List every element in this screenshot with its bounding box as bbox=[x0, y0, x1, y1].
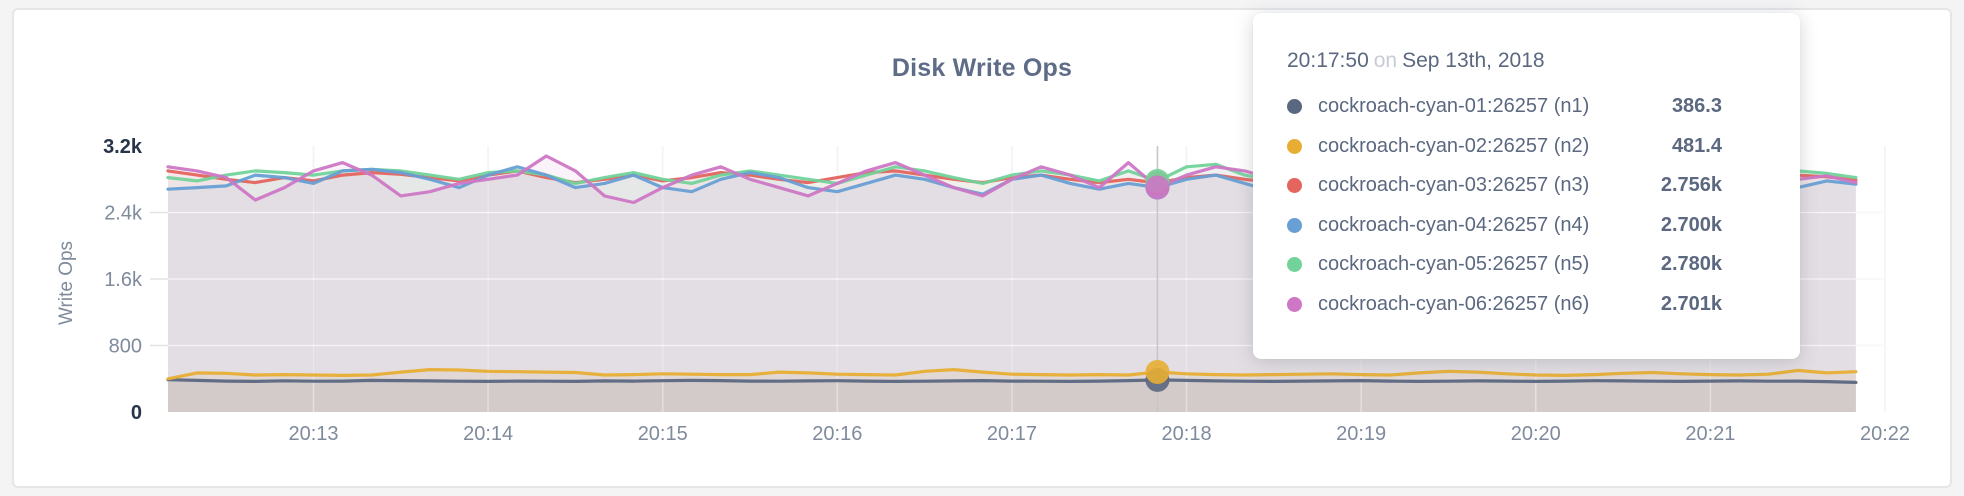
tooltip-row: cockroach-cyan-04:26257 (n4) 2.700k bbox=[1287, 206, 1800, 246]
hover-layer bbox=[1145, 146, 1170, 412]
tooltip-conjunction: on bbox=[1373, 49, 1398, 72]
series-line-n2 bbox=[166, 368, 1858, 381]
tooltip-time: 20:17:50 bbox=[1287, 49, 1369, 72]
tooltip-series-label: cockroach-cyan-02:26257 (n2) bbox=[1318, 134, 1590, 157]
hover-dot-n2 bbox=[1145, 360, 1170, 385]
tooltip-series-value: 386.3 bbox=[1671, 95, 1722, 118]
tooltip-row: cockroach-cyan-06:26257 (n6) 2.701k bbox=[1287, 285, 1800, 325]
axis-labels: 20:13 20:14 20:15 20:16 20:17 20:18 20:19 20:20… bbox=[103, 136, 1910, 445]
x-axis-tick-label: 20:20 bbox=[1511, 423, 1561, 445]
series-color-dot-n6 bbox=[1287, 296, 1302, 312]
x-axis-tick-label: 20:18 bbox=[1162, 423, 1212, 445]
tooltip-row: cockroach-cyan-02:26257 (n2) 481.4 bbox=[1287, 127, 1800, 167]
tooltip-row: cockroach-cyan-05:26257 (n5) 2.780k bbox=[1287, 245, 1800, 285]
tooltip-series-label: cockroach-cyan-06:26257 (n6) bbox=[1318, 292, 1590, 315]
x-axis-tick-label: 20:21 bbox=[1685, 423, 1735, 445]
x-axis-tick-label: 20:19 bbox=[1336, 423, 1386, 445]
tooltip-header: 20:17:50 on Sep 13th, 2018 bbox=[1287, 49, 1800, 73]
x-axis-tick-label: 20:22 bbox=[1860, 423, 1910, 445]
series-color-dot-n3 bbox=[1287, 178, 1302, 194]
x-axis-tick-label: 20:16 bbox=[812, 423, 862, 445]
tooltip-series-label: cockroach-cyan-01:26257 (n1) bbox=[1318, 95, 1590, 118]
y-axis-tick-label: 0 bbox=[131, 402, 142, 424]
chart-title: Disk Write Ops bbox=[891, 54, 1073, 82]
x-axis-tick-label: 20:13 bbox=[288, 423, 338, 445]
series-color-dot-n4 bbox=[1287, 217, 1302, 233]
series-color-dot-n2 bbox=[1287, 138, 1302, 154]
tooltip-series-label: cockroach-cyan-03:26257 (n3) bbox=[1318, 174, 1590, 197]
x-axis-tick-label: 20:17 bbox=[987, 423, 1037, 445]
tooltip-series-label: cockroach-cyan-04:26257 (n4) bbox=[1318, 213, 1590, 236]
hover-tooltip: 20:17:50 on Sep 13th, 2018 cockroach-cyan-… bbox=[1253, 13, 1800, 359]
hover-dot-n6 bbox=[1145, 175, 1170, 200]
y-axis-tick-label: 800 bbox=[109, 336, 142, 358]
tooltip-series-value: 481.4 bbox=[1671, 134, 1722, 157]
y-axis-tick-label: 3.2k bbox=[103, 136, 143, 158]
y-axis-tick-label: 2.4k bbox=[104, 203, 143, 225]
tooltip-series-value: 2.780k bbox=[1660, 253, 1722, 276]
x-axis-tick-label: 20:15 bbox=[638, 423, 688, 445]
series-line-n1 bbox=[166, 378, 1858, 384]
tooltip-row: cockroach-cyan-01:26257 (n1) 386.3 bbox=[1287, 87, 1800, 127]
tooltip-series-value: 2.701k bbox=[1660, 292, 1722, 315]
tooltip-row: cockroach-cyan-03:26257 (n3) 2.756k bbox=[1287, 166, 1800, 206]
tooltip-series-label: cockroach-cyan-05:26257 (n5) bbox=[1318, 253, 1590, 276]
series-color-dot-n1 bbox=[1287, 99, 1302, 115]
y-axis-tick-label: 1.6k bbox=[104, 269, 143, 291]
tooltip-series-value: 2.756k bbox=[1660, 174, 1722, 197]
series-color-dot-n5 bbox=[1287, 257, 1302, 273]
tooltip-date: Sep 13th, 2018 bbox=[1402, 49, 1545, 72]
tooltip-series-value: 2.700k bbox=[1660, 213, 1722, 236]
x-axis-tick-label: 20:14 bbox=[463, 423, 513, 445]
tooltip-rows: cockroach-cyan-01:26257 (n1) 386.3 cockroa… bbox=[1287, 87, 1800, 324]
